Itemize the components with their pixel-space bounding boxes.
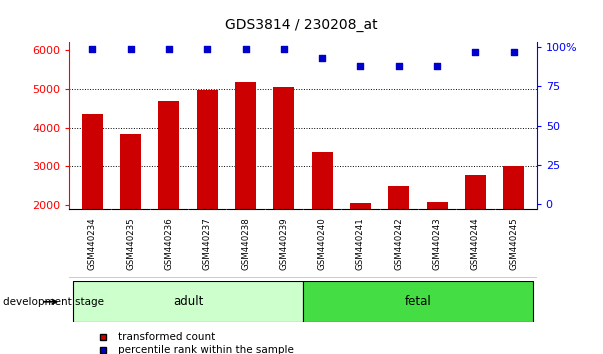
Bar <box>235 82 256 282</box>
Text: GSM440245: GSM440245 <box>509 217 518 270</box>
Text: GSM440241: GSM440241 <box>356 217 365 270</box>
Bar <box>465 175 486 282</box>
Bar <box>350 203 371 282</box>
Point <box>87 46 97 52</box>
Point <box>164 46 174 52</box>
Text: GSM440243: GSM440243 <box>432 217 441 270</box>
Bar <box>303 281 533 322</box>
Bar <box>73 281 303 322</box>
Text: GSM440242: GSM440242 <box>394 217 403 270</box>
Point <box>394 63 403 69</box>
Point <box>432 63 442 69</box>
Point <box>509 49 519 55</box>
Text: GSM440238: GSM440238 <box>241 217 250 270</box>
Bar <box>159 101 180 282</box>
Text: GDS3814 / 230208_at: GDS3814 / 230208_at <box>225 18 378 32</box>
Bar <box>197 90 218 282</box>
Text: GSM440234: GSM440234 <box>88 217 97 270</box>
Bar <box>273 87 294 282</box>
Bar <box>82 114 103 282</box>
Bar <box>503 166 524 282</box>
Point <box>356 63 365 69</box>
Text: adult: adult <box>173 295 203 308</box>
Point <box>470 49 480 55</box>
Text: GSM440236: GSM440236 <box>165 217 174 270</box>
Text: percentile rank within the sample: percentile rank within the sample <box>118 345 294 354</box>
Bar <box>312 152 333 282</box>
Text: fetal: fetal <box>405 295 431 308</box>
Point <box>279 46 289 52</box>
Text: GSM440237: GSM440237 <box>203 217 212 270</box>
Text: GSM440235: GSM440235 <box>126 217 135 270</box>
Bar <box>388 185 409 282</box>
Text: GSM440244: GSM440244 <box>471 217 480 270</box>
Point <box>241 46 250 52</box>
Point <box>317 55 327 61</box>
Text: GSM440239: GSM440239 <box>279 217 288 270</box>
Text: transformed count: transformed count <box>118 332 215 342</box>
Point <box>203 46 212 52</box>
Text: GSM440240: GSM440240 <box>318 217 327 270</box>
Bar <box>120 134 141 282</box>
Point <box>126 46 136 52</box>
Bar <box>426 202 447 282</box>
Text: development stage: development stage <box>3 297 104 307</box>
